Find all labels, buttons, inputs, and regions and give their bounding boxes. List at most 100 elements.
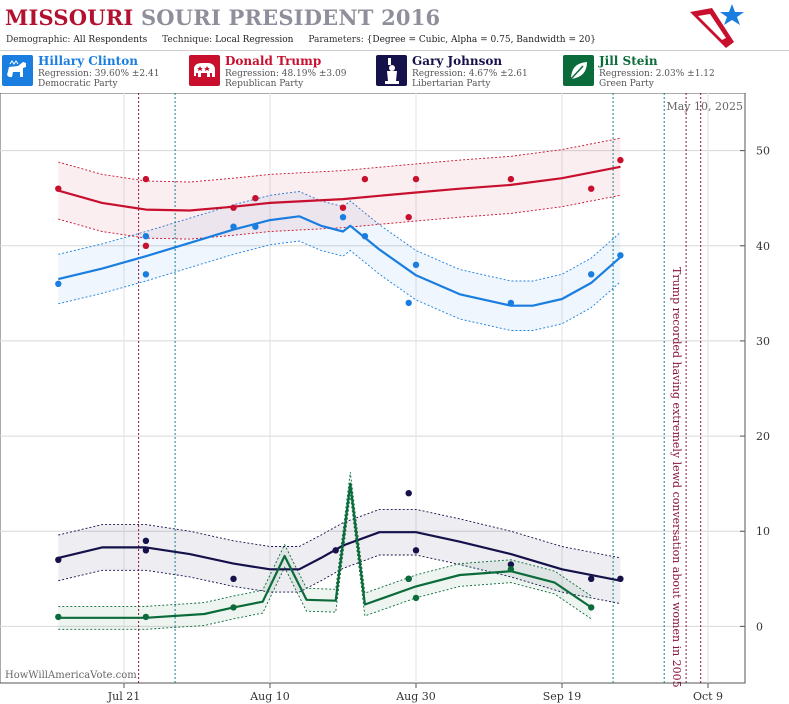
technique-label: Technique:	[162, 35, 213, 45]
gary-johnsonband	[58, 509, 621, 604]
gary-johnsonpoll-point	[617, 575, 624, 582]
statue-of-liberty-icon	[376, 55, 407, 86]
donald-trumppoll-point	[412, 175, 420, 183]
title-race: SOURI PRESIDENT 2016	[140, 5, 441, 30]
parameters-label: Parameters:	[308, 35, 364, 45]
donald-trumpband	[58, 138, 621, 240]
donald-trumppoll-point	[339, 204, 347, 211]
hillary-clintonpoll-point	[617, 252, 624, 259]
donald-trumppoll-point	[617, 156, 624, 164]
gary-johnsonpoll-point	[412, 547, 420, 554]
donald-trumppoll-point	[142, 242, 150, 249]
candidate-name: Jill Stein	[599, 54, 658, 68]
candidate-name: Donald Trump	[225, 54, 322, 68]
donald-trumppoll-point	[405, 214, 412, 221]
legend-stein[interactable]: Jill Stein Regression: 2.03% ±1.12 Green…	[561, 53, 747, 91]
trend-lines	[58, 165, 622, 619]
parameters-value: {Degree = Cubic, Alpha = 0.75, Bandwidth…	[366, 35, 597, 45]
hillary-clintonpoll-point	[55, 280, 62, 287]
candidate-name: Hillary Clinton	[38, 54, 138, 68]
elephant-icon	[189, 55, 220, 86]
gary-johnsonupper-bound	[58, 508, 621, 559]
confidence-bands	[58, 137, 621, 630]
gary-johnsonpoll-point	[142, 547, 150, 554]
site-logo-icon[interactable]	[686, 2, 748, 50]
hillary-clintonpoll-point	[588, 271, 595, 278]
y-tick-label: 30	[756, 335, 770, 348]
gary-johnsonpoll-point	[55, 556, 62, 563]
watermark: HowWillAmericaVote.com	[5, 670, 137, 681]
legend-trump[interactable]: Donald Trump Regression: 48.19% ±3.09 Re…	[187, 53, 373, 91]
candidate-regression: Regression: 39.60% ±2.41	[38, 69, 160, 79]
gary-johnsonpoll-point	[142, 537, 150, 544]
donald-trumpupper-bound	[58, 137, 621, 183]
donald-trumppoll-point	[588, 185, 595, 192]
candidate-party: Republican Party	[225, 79, 304, 89]
donkey-icon	[2, 55, 33, 86]
x-axis: Jul 21 Aug 10 Aug 30 Sep 19 Oct 9	[107, 683, 723, 703]
candidate-party: Green Party	[599, 79, 654, 89]
hillary-clintonpoll-point	[142, 271, 150, 278]
donald-trumppoll-point	[252, 195, 259, 202]
gary-johnsontrend-line	[58, 531, 621, 582]
jill-steinpoll-point	[405, 575, 412, 582]
candidate-regression: Regression: 4.67% ±2.61	[412, 69, 528, 79]
poll-points	[55, 156, 624, 621]
jill-steinlower-bound	[58, 495, 592, 630]
candidate-party: Democratic Party	[38, 79, 118, 89]
candidate-regression: Regression: 48.19% ±3.09	[225, 69, 347, 79]
jill-steinpoll-point	[55, 613, 62, 621]
legend-johnson[interactable]: Gary Johnson Regression: 4.67% ±2.61 Lib…	[374, 53, 560, 91]
gary-johnsonpoll-point	[507, 561, 515, 568]
demographic-label: Demographic:	[6, 35, 71, 45]
jill-steinpoll-point	[230, 604, 237, 611]
jill-steinupper-bound	[58, 472, 592, 607]
jill-steinpoll-point	[142, 613, 150, 621]
hillary-clintonband	[58, 191, 621, 331]
candidate-regression: Regression: 2.03% ±1.12	[599, 69, 715, 79]
hillary-clintontrend-line	[58, 215, 622, 307]
hillary-clintonpoll-point	[361, 233, 369, 240]
title-state: MISSOURI	[5, 5, 134, 30]
hillary-clintonlower-bound	[58, 240, 621, 331]
donald-trumplower-bound	[58, 194, 621, 240]
hillary-clintonpoll-point	[252, 223, 259, 230]
gridlines	[0, 93, 745, 683]
jill-steinpoll-point	[507, 566, 515, 573]
y-tick-label: 0	[756, 620, 763, 633]
poll-chart: 0 10 20 30 40 50 Jul 21 Aug 10 Aug 30 Sep 19 Oct …	[0, 93, 770, 703]
donald-trumppoll-point	[142, 175, 150, 183]
date-label: May 10, 2025	[666, 100, 743, 113]
x-tick-label: Oct 9	[693, 690, 723, 703]
donald-trumppoll-point	[507, 175, 515, 183]
legend-clinton[interactable]: Hillary Clinton Regression: 39.60% ±2.41…	[0, 53, 186, 91]
technique-value: Local Regression	[215, 35, 294, 45]
gary-johnsonpoll-point	[405, 490, 412, 497]
hillary-clintonpoll-point	[405, 299, 412, 307]
jill-steinband	[58, 472, 592, 630]
y-tick-label: 10	[756, 525, 770, 538]
gary-johnsonpoll-point	[230, 575, 237, 582]
hillary-clintonpoll-point	[230, 223, 237, 230]
gary-johnsonpoll-point	[588, 575, 595, 582]
hillary-clintonpoll-point	[142, 233, 150, 240]
hillary-clintonpoll-point	[339, 214, 347, 221]
jill-steinpoll-point	[412, 594, 420, 602]
candidate-party: Libertarian Party	[412, 79, 491, 89]
donald-trumppoll-point	[230, 204, 237, 211]
leaf-icon	[563, 55, 594, 86]
hillary-clintonpoll-point	[412, 261, 420, 268]
x-tick-label: Sep 19	[543, 690, 582, 703]
page-title: MISSOURI SOURI PRESIDENT 2016	[5, 5, 440, 30]
donald-trumptrend-line	[58, 165, 621, 212]
y-tick-label: 40	[756, 240, 770, 253]
jill-steinpoll-point	[588, 604, 595, 611]
donald-trumppoll-point	[55, 185, 62, 192]
gary-johnsonpoll-point	[332, 547, 339, 554]
demographic-value: All Respondents	[73, 35, 148, 45]
hillary-clintonupper-bound	[58, 191, 621, 282]
donald-trumppoll-point	[361, 175, 369, 183]
x-tick-label: Aug 10	[249, 690, 290, 703]
parameters-line: Demographic: All Respondents Technique: …	[6, 35, 596, 45]
candidate-name: Gary Johnson	[412, 54, 503, 68]
